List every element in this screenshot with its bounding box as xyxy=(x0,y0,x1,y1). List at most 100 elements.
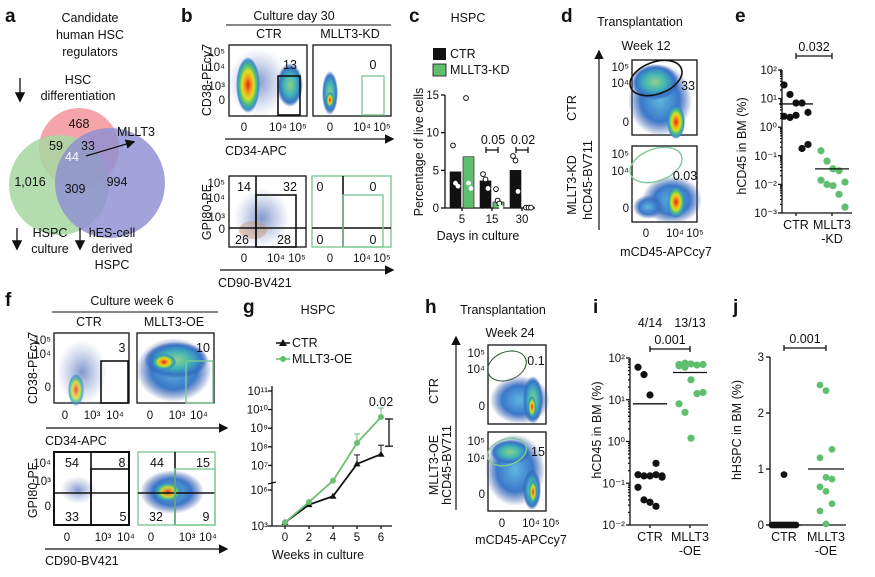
venn-value-abc: 44 xyxy=(65,150,79,164)
x-tick-label: 0 xyxy=(499,518,505,530)
panel-label-f: f xyxy=(5,290,12,311)
y-ticks-b-bottom: 10⁵ 10⁴ 10³ 0 xyxy=(207,178,225,236)
x-tick-label: 10⁵ xyxy=(373,253,391,265)
circle-marker-icon xyxy=(280,356,286,362)
venn-set3-label-a: hES-cell xyxy=(89,226,136,240)
data-point xyxy=(822,474,830,481)
data-point xyxy=(699,388,707,396)
flow-plot-b-kd-top xyxy=(312,44,392,117)
data-point xyxy=(528,204,534,211)
x-axis-label: Days in culture xyxy=(437,229,520,243)
gate-value: 0 xyxy=(370,58,377,72)
data-point xyxy=(816,507,824,515)
column-label-mllt3-oe: MLLT3-OE xyxy=(144,315,204,329)
quadrant-value: 9 xyxy=(203,510,210,524)
p-value-label: 0.05 xyxy=(481,133,505,147)
density-hotspot xyxy=(68,374,84,406)
flow-plot-f-ctr-top xyxy=(53,332,130,404)
y-tick-label: 10⁴ xyxy=(467,364,485,376)
data-point xyxy=(699,360,707,369)
data-point xyxy=(841,203,849,211)
y-tick-label: 10¹¹ xyxy=(248,386,269,398)
panel-h-subtitle: Week 24 xyxy=(485,326,534,340)
x-tick-label: 4 xyxy=(330,532,337,544)
y-tick-label: 0 xyxy=(433,203,439,215)
x-tick-label: 10⁴ xyxy=(199,532,217,544)
count-label-ctr: 4/14 xyxy=(638,316,662,330)
x-tick-label: 5 xyxy=(459,214,465,226)
quadrant-value: 5 xyxy=(120,510,127,524)
x-tick-label: 2 xyxy=(306,532,312,544)
data-point xyxy=(798,144,806,153)
y-tick-label: 10⁴ xyxy=(207,62,225,74)
x-tick-label: CTR xyxy=(637,530,663,544)
y-tick-label: 10⁵ xyxy=(611,62,629,74)
data-point xyxy=(786,90,794,99)
x-ticks-h: 0 10⁴ 10⁵ xyxy=(499,518,560,530)
venn-value-ab: 59 xyxy=(49,139,63,153)
panel-f: f Culture week 6 CTR MLLT3-OE 3 10 10⁵ 1… xyxy=(5,290,229,568)
density-hotspot xyxy=(239,221,267,239)
p-value-label: 0.02 xyxy=(369,395,393,409)
panel-i: i hCD45 in BM (%) 4/14 13/13 10⁻² 10⁻¹ 10⁰… xyxy=(590,297,709,558)
data-point xyxy=(828,475,836,483)
quadrant-value: 0 xyxy=(317,180,324,194)
density-hotspot xyxy=(152,354,176,370)
data-point xyxy=(353,460,361,467)
x-tick-label: 0 xyxy=(147,410,153,422)
data-point xyxy=(816,381,824,389)
gate-box xyxy=(100,360,129,404)
y-tick-label: 10¹ xyxy=(760,94,777,106)
series-line-mllt3-oe xyxy=(284,416,382,524)
data-point xyxy=(510,153,516,159)
panel-d: d Transplantation Week 12 CTR MLLT3-KD h… xyxy=(561,6,712,259)
density-hotspot xyxy=(236,57,260,113)
data-point xyxy=(816,483,824,491)
x-tick-label: 10⁴ xyxy=(522,518,540,530)
x-ticks-b-top: 0 10⁴ 10⁵ 0 10⁴ 10⁵ xyxy=(241,122,391,134)
venn-annotation-mllt3: MLLT3 xyxy=(117,125,155,139)
data-point xyxy=(640,472,648,480)
row-label-mllt3-kd: MLLT3-KD xyxy=(565,155,579,215)
data-point xyxy=(634,483,642,491)
data-point xyxy=(282,519,288,526)
y-tick-label: 10⁴ xyxy=(611,78,629,90)
y-ticks-d: 10⁵ 10⁴ 0 10⁵ 10⁴ 0 xyxy=(611,62,629,215)
data-point xyxy=(652,459,660,467)
gate-value: 13 xyxy=(283,58,297,72)
gate-box xyxy=(342,194,384,248)
y-axis-label: hHSPC in BM (%) xyxy=(730,380,744,480)
data-point xyxy=(804,140,812,149)
quadrant-value: 0 xyxy=(370,180,377,194)
y-tick-label: 10⁵ xyxy=(207,47,225,59)
x-tick-label: 0 xyxy=(643,228,649,240)
y-tick-label: 10⁹ xyxy=(250,423,268,435)
x-axis-label: CD34-APC xyxy=(225,144,287,158)
density-hotspot xyxy=(528,396,536,418)
y-axis-label: CD38-PEcy7 xyxy=(200,44,214,116)
y-tick-label: 0 xyxy=(219,95,225,107)
x-tick-label: 10³ xyxy=(169,410,186,422)
data-point xyxy=(822,387,830,394)
y-tick-label: 10⁵ xyxy=(467,348,485,360)
x-axis-label: CD34-APC xyxy=(45,434,107,448)
data-point xyxy=(634,471,642,479)
x-tick-label: 10⁴ xyxy=(666,228,684,240)
data-point xyxy=(468,186,474,191)
data-point xyxy=(823,180,831,188)
bar-plot-area: 0 5 10 15 5 15 30 0.05 0.02 xyxy=(426,90,535,226)
x-axis-label: Weeks in culture xyxy=(272,548,364,562)
x-tick-label: 0 xyxy=(148,532,154,544)
triangle-marker-icon xyxy=(279,339,287,346)
data-point xyxy=(480,171,486,178)
data-point xyxy=(841,178,849,186)
data-point xyxy=(354,440,360,447)
series-line-ctr xyxy=(284,453,382,524)
x-ticks-f-top: 0 10³ 10⁴ 0 10³ 10⁴ xyxy=(62,410,208,422)
data-point xyxy=(646,498,654,506)
column-label-ctr: CTR xyxy=(256,27,282,41)
legend-label-ctr: CTR xyxy=(450,47,476,61)
y-tick-label: 10⁶ xyxy=(250,485,268,497)
count-label-mllt3-oe: 13/13 xyxy=(674,316,705,330)
x-tick-label: 10⁴ xyxy=(106,410,124,422)
